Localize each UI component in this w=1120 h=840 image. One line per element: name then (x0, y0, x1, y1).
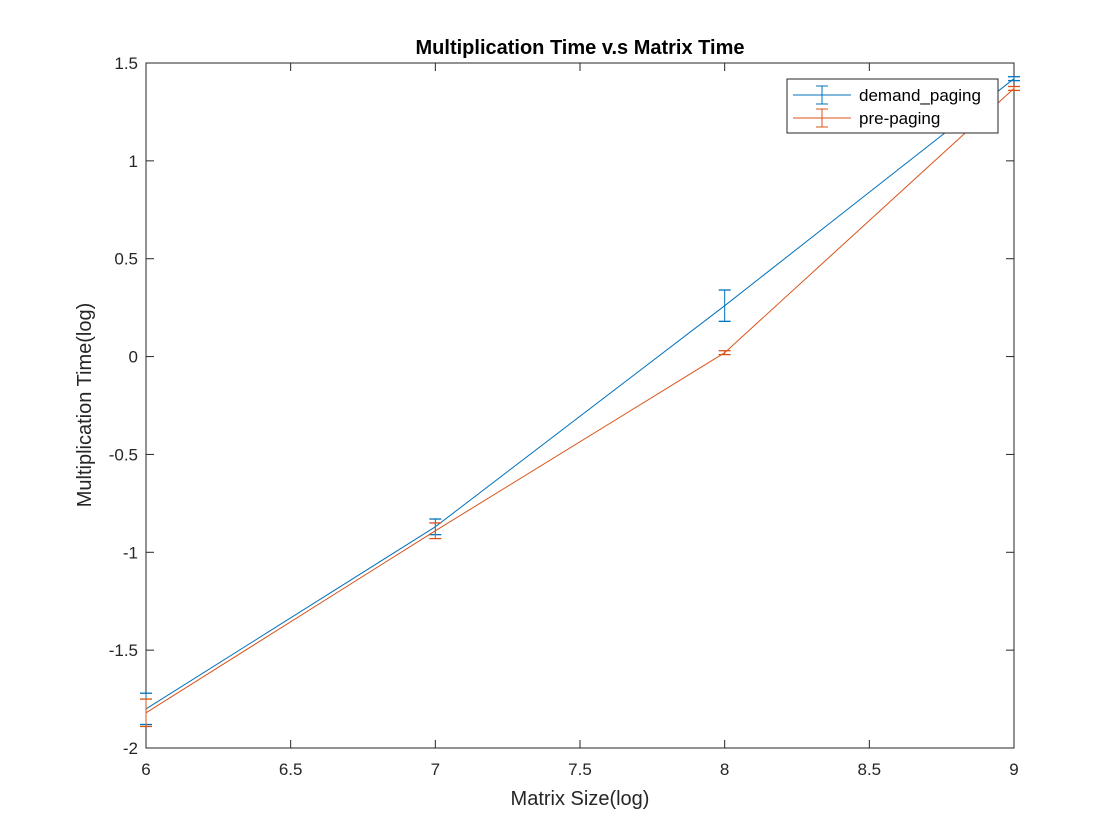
series-demand-paging (140, 76, 1020, 726)
x-tick-label: 8 (720, 760, 729, 779)
legend-entry-demand-paging: demand_paging (793, 85, 981, 105)
x-tick-label: 7.5 (568, 760, 592, 779)
y-axis-title: Multiplication Time(log) (74, 303, 96, 508)
legend-entry-pre-paging: pre-paging (793, 108, 940, 128)
x-tick-label: 9 (1009, 760, 1018, 779)
series-layer (140, 76, 1020, 728)
series-pre-paging (140, 85, 1020, 728)
tick-marks (145, 62, 1015, 749)
legend-label-pre-paging: pre-paging (859, 109, 940, 128)
error-bar-pre-paging (718, 350, 731, 356)
error-bar-pre-paging (429, 522, 442, 540)
series-line-pre-paging (145, 88, 1015, 714)
y-tick-label: -0.5 (109, 445, 138, 464)
y-tick-label: 1 (129, 152, 138, 171)
error-bar-pre-paging (140, 698, 152, 728)
y-tick-label: -1 (123, 543, 138, 562)
error-bar-pre-paging (1008, 85, 1020, 92)
error-bar-demand-paging (1008, 76, 1020, 82)
x-tick-label: 8.5 (858, 760, 882, 779)
y-tick-labels: 1.5 1 0.5 0 -0.5 -1 -1.5 -2 (109, 54, 138, 758)
y-tick-label: 0 (129, 348, 138, 367)
x-tick-label: 7 (431, 760, 440, 779)
x-tick-labels: 6 6.5 7 7.5 8 8.5 9 (141, 760, 1018, 779)
y-tick-label: 1.5 (114, 54, 138, 73)
plot-area (145, 62, 1015, 749)
legend-label-demand-paging: demand_paging (859, 86, 981, 105)
x-tick-label: 6.5 (279, 760, 303, 779)
series-line-demand-paging (145, 78, 1015, 710)
y-tick-label: -1.5 (109, 641, 138, 660)
error-bar-demand-paging (718, 289, 731, 322)
x-axis-title: Matrix Size(log) (511, 788, 650, 810)
x-tick-label: 6 (141, 760, 150, 779)
legend: demand_paging pre-paging (786, 78, 999, 134)
y-tick-label: 0.5 (114, 250, 138, 269)
y-tick-label: -2 (123, 739, 138, 758)
chart-title: Multiplication Time v.s Matrix Time (416, 37, 745, 59)
